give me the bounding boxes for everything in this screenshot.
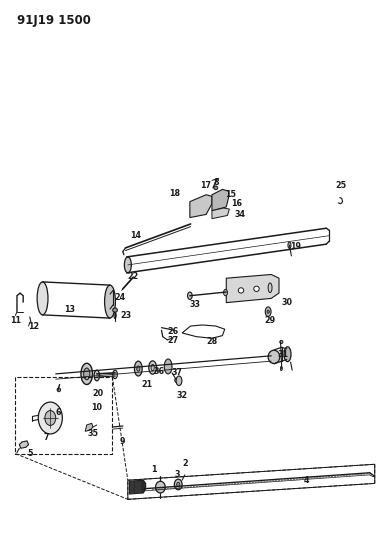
Text: 36: 36 <box>153 367 164 376</box>
Text: 16: 16 <box>231 199 242 208</box>
Text: 3: 3 <box>174 471 180 479</box>
Text: 7: 7 <box>44 433 49 442</box>
Ellipse shape <box>280 341 283 344</box>
Ellipse shape <box>268 283 272 293</box>
Text: 5: 5 <box>27 449 33 458</box>
Ellipse shape <box>137 366 140 371</box>
Polygon shape <box>19 441 29 448</box>
Polygon shape <box>130 480 145 494</box>
Text: 11: 11 <box>10 316 21 325</box>
Text: 9: 9 <box>120 438 126 447</box>
Ellipse shape <box>105 285 116 318</box>
Text: 18: 18 <box>169 189 180 198</box>
Ellipse shape <box>164 359 172 374</box>
Bar <box>16 376 112 454</box>
Text: 22: 22 <box>128 272 139 280</box>
Ellipse shape <box>57 388 61 392</box>
Ellipse shape <box>280 367 282 370</box>
Text: 34: 34 <box>235 210 246 219</box>
Ellipse shape <box>124 257 131 273</box>
Ellipse shape <box>267 310 269 313</box>
Text: 15: 15 <box>225 190 236 199</box>
Text: 23: 23 <box>120 311 131 320</box>
Ellipse shape <box>268 350 280 364</box>
Text: 27: 27 <box>168 336 179 345</box>
Text: 28: 28 <box>206 337 217 346</box>
Text: 35: 35 <box>88 430 98 439</box>
Ellipse shape <box>175 378 177 382</box>
Text: 4: 4 <box>304 476 310 484</box>
Ellipse shape <box>45 410 56 425</box>
Polygon shape <box>212 189 229 211</box>
Text: 20: 20 <box>93 389 104 398</box>
Ellipse shape <box>37 282 48 315</box>
Ellipse shape <box>174 479 182 490</box>
Text: 12: 12 <box>28 321 39 330</box>
Text: 13: 13 <box>64 304 75 313</box>
Ellipse shape <box>38 402 62 434</box>
Ellipse shape <box>176 376 182 385</box>
Ellipse shape <box>113 370 117 378</box>
Ellipse shape <box>284 347 291 362</box>
Text: 2: 2 <box>182 459 187 467</box>
Text: 1: 1 <box>151 465 156 474</box>
Ellipse shape <box>224 289 228 296</box>
Ellipse shape <box>149 361 156 374</box>
Text: 33: 33 <box>190 300 201 309</box>
Text: 30: 30 <box>281 298 292 307</box>
Text: 25: 25 <box>335 181 347 190</box>
Text: 19: 19 <box>291 242 301 251</box>
Text: 17: 17 <box>200 181 211 190</box>
Ellipse shape <box>81 364 93 384</box>
Polygon shape <box>85 423 93 431</box>
Ellipse shape <box>187 292 192 300</box>
Ellipse shape <box>94 370 100 381</box>
Polygon shape <box>226 274 279 303</box>
Text: 14: 14 <box>130 231 141 240</box>
Text: 10: 10 <box>91 403 102 412</box>
Polygon shape <box>190 195 212 217</box>
Ellipse shape <box>214 186 218 190</box>
Text: 32: 32 <box>177 391 187 400</box>
Ellipse shape <box>156 481 165 493</box>
Text: 29: 29 <box>265 316 276 325</box>
Ellipse shape <box>113 308 117 312</box>
Ellipse shape <box>135 361 142 376</box>
Text: 8: 8 <box>213 178 219 187</box>
Ellipse shape <box>114 312 116 319</box>
Text: 6: 6 <box>55 408 61 417</box>
Text: 91J19 1500: 91J19 1500 <box>17 14 91 27</box>
Polygon shape <box>212 208 230 219</box>
Text: 31: 31 <box>277 350 288 359</box>
Ellipse shape <box>265 307 271 317</box>
Ellipse shape <box>177 482 180 487</box>
Ellipse shape <box>254 286 259 292</box>
Ellipse shape <box>238 288 244 293</box>
Text: 26: 26 <box>168 327 179 336</box>
Text: 21: 21 <box>142 380 153 389</box>
Ellipse shape <box>288 242 291 248</box>
Text: 24: 24 <box>114 293 126 302</box>
Text: 37: 37 <box>172 368 182 377</box>
Ellipse shape <box>84 368 90 379</box>
